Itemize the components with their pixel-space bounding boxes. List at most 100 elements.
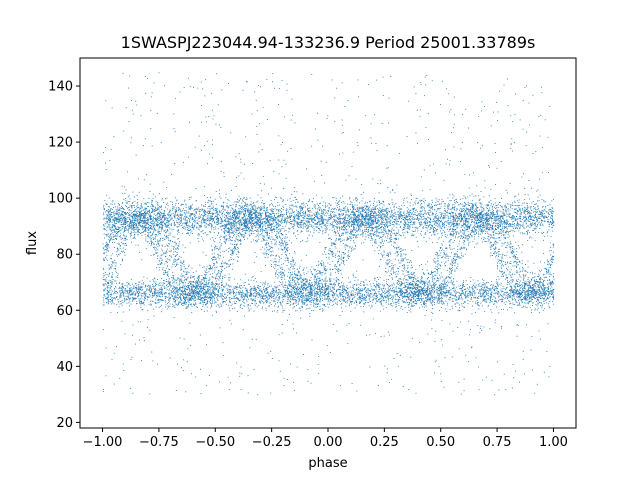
data-point [307, 308, 309, 309]
data-point [246, 289, 248, 291]
data-point [157, 231, 159, 233]
data-point [390, 298, 391, 299]
data-point [359, 301, 360, 303]
data-point [291, 271, 293, 273]
data-point [390, 378, 392, 380]
data-point [287, 257, 289, 259]
data-point [148, 296, 150, 298]
data-point [552, 259, 554, 260]
data-point [154, 241, 156, 243]
data-point [190, 276, 192, 278]
data-point [481, 284, 483, 286]
data-point [211, 281, 213, 283]
data-point [260, 223, 261, 225]
data-point [377, 277, 378, 278]
data-point [398, 262, 400, 264]
data-point [431, 311, 433, 313]
data-point [497, 227, 499, 229]
data-point [190, 288, 192, 290]
data-point [172, 219, 174, 221]
data-point [356, 210, 358, 212]
data-point [236, 253, 238, 255]
data-point [322, 145, 324, 147]
data-point [329, 301, 331, 303]
data-point [476, 222, 478, 224]
data-point [397, 238, 399, 240]
data-point [410, 215, 411, 217]
data-point [166, 281, 168, 283]
data-point [175, 254, 177, 256]
data-point [161, 278, 162, 280]
data-point [152, 285, 154, 287]
data-point [381, 293, 383, 295]
data-point [126, 285, 128, 287]
data-point [332, 301, 334, 303]
data-point [234, 214, 236, 216]
data-point [405, 292, 407, 294]
data-point [475, 219, 477, 221]
data-point [535, 150, 537, 152]
data-point [492, 206, 494, 208]
data-point [180, 290, 182, 292]
data-point [433, 259, 435, 261]
data-point [451, 264, 453, 266]
data-point [224, 219, 225, 221]
data-point [177, 245, 179, 247]
data-point [549, 292, 551, 294]
data-point [133, 229, 135, 231]
data-point [390, 285, 392, 287]
data-point [504, 292, 506, 294]
data-point [192, 299, 194, 300]
data-point [403, 228, 405, 230]
data-point [419, 281, 421, 283]
data-point [200, 231, 202, 233]
data-point [124, 213, 126, 215]
data-point [305, 296, 307, 298]
data-point [468, 211, 470, 212]
data-point [406, 227, 408, 229]
data-point [366, 294, 368, 296]
data-point [103, 260, 105, 261]
data-point [205, 282, 207, 283]
data-point [516, 335, 518, 337]
data-point [425, 75, 427, 76]
data-point [447, 204, 449, 206]
data-point [394, 258, 396, 260]
data-point [176, 252, 178, 253]
data-point [523, 217, 525, 218]
data-point [389, 191, 391, 193]
data-point [209, 215, 211, 217]
data-point [127, 201, 128, 203]
data-point [395, 251, 397, 253]
data-point [339, 264, 341, 266]
data-point [417, 246, 419, 248]
data-point [406, 136, 408, 138]
data-point [374, 212, 376, 214]
data-point [364, 298, 366, 300]
data-point [538, 282, 540, 284]
data-point [119, 377, 121, 379]
data-point [461, 285, 463, 287]
data-point [268, 214, 270, 216]
data-point [298, 223, 300, 225]
data-point [491, 294, 493, 296]
data-point [415, 219, 417, 220]
data-point [419, 210, 421, 212]
data-point [496, 212, 498, 214]
data-point [472, 301, 474, 303]
data-point [174, 291, 175, 293]
data-point [499, 248, 501, 250]
data-point [455, 291, 457, 293]
data-point [381, 221, 383, 223]
data-point [352, 205, 354, 207]
data-point [335, 239, 337, 241]
data-point [411, 287, 413, 289]
data-point [282, 293, 284, 295]
data-point [109, 220, 111, 222]
data-point [277, 217, 279, 219]
data-point [484, 225, 486, 227]
data-point [192, 291, 194, 293]
data-point [299, 276, 301, 278]
data-point [371, 237, 373, 239]
data-point [333, 288, 335, 290]
